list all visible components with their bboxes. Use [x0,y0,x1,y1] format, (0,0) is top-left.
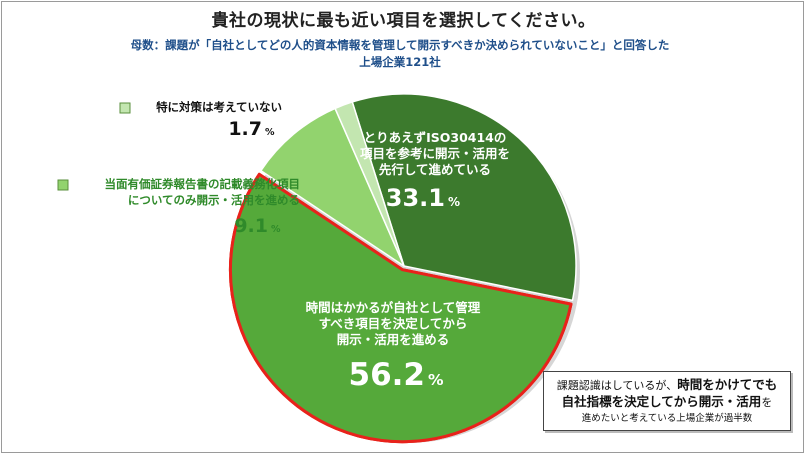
slice-label-3-line-2: についてのみ開示・活用を進める [128,193,300,207]
slice-unit-3: % [271,224,281,235]
callout-line-1: 課題認識はしているが、時間をかけてでも [544,377,790,394]
slice-unit-2: % [428,371,444,389]
callout-line-2-normal: を [761,396,773,409]
chart-subtitle: 母数：課題が「自社としてどの人的資本情報を管理して開示すべきか決められていないこ… [100,37,700,71]
slice-label-2-line-3: 開示・活用を進める [337,332,450,347]
callout-line-1-b: はしているが、 [600,379,678,392]
slice-unit-4: % [265,127,275,138]
callout-line-1-bold: 時間をかけてでも [677,377,778,392]
slice-label-1-line-3: 先行して進めている [379,162,491,177]
slice-label-1-line-2: 項目を参考に開示・活用を [360,146,510,161]
slice-label-2-line-2: すべき項目を決定してから [319,316,468,331]
slice-label-4-line-1: 特に対策は考えていない [156,100,282,114]
slice-label-2-line-1: 時間はかかるが自社として管理 [306,300,481,315]
legend-swatch-3 [57,179,69,191]
callout-line-2: 自社指標を決定してから開示・活用を [544,394,790,411]
pie-slice-1 [351,93,577,302]
pie-slice-4 [334,101,405,267]
slice-value-3: 9.1 [234,215,268,237]
slice-label-3-line-1: 当面有価証券報告書の記載義務化項目 [105,177,301,191]
subtitle-line-1: 母数：課題が「自社としてどの人的資本情報を管理して開示すべきか決められていないこ… [130,38,670,52]
callout-line-3: 進めたいと考えている上場企業が過半数 [581,413,753,424]
slice-label-1-line-1: とりあえずISO30414の [364,130,507,145]
callout-line-2-bold: 自社指標を決定してから開示・活用 [561,394,762,409]
subtitle-line-2: 上場企業121社 [359,55,441,69]
chart-title: 貴社の現状に最も近い項目を選択してください。 [211,11,596,31]
callout-box: 課題認識はしているが、時間をかけてでも 自社指標を決定してから開示・活用を 進め… [543,371,791,431]
slice-value-2: 56.2 [349,357,426,393]
pie-slice-highlight [228,172,573,444]
callout-line-1-a: 課題認識 [556,379,601,392]
slice-unit-1: % [448,195,460,209]
slice-value-4: 1.7 [228,118,262,140]
pie-slice-3 [260,107,405,267]
legend-swatch-4 [119,102,131,114]
slice-value-1: 33.1 [386,184,445,212]
